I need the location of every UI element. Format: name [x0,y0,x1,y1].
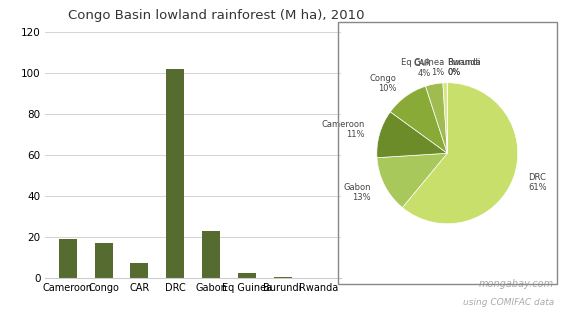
Text: Burundi
0%: Burundi 0% [448,58,481,77]
Wedge shape [377,112,448,158]
Bar [59,239,77,278]
Text: Cameroon
11%: Cameroon 11% [321,119,365,139]
Bar [238,273,256,278]
Text: using COMIFAC data: using COMIFAC data [462,298,554,307]
Bar [95,243,112,278]
Wedge shape [443,83,448,153]
Wedge shape [377,153,448,208]
Text: Rwanda
0%: Rwanda 0% [448,58,481,77]
Text: Congo Basin lowland rainforest (M ha), 2010: Congo Basin lowland rainforest (M ha), 2… [68,9,364,22]
Text: mongabay.com: mongabay.com [479,279,554,289]
Text: DRC
61%: DRC 61% [528,173,547,192]
Bar [202,231,220,278]
Text: Gabon
13%: Gabon 13% [343,183,371,202]
Bar [131,263,148,278]
Text: Congo
10%: Congo 10% [370,74,397,94]
Bar [166,69,184,278]
Wedge shape [425,83,448,153]
Text: Eq Guinea
1%: Eq Guinea 1% [402,58,445,77]
Text: CAR
4%: CAR 4% [414,59,431,78]
Bar [274,277,291,278]
Wedge shape [402,83,518,224]
Wedge shape [390,86,448,153]
